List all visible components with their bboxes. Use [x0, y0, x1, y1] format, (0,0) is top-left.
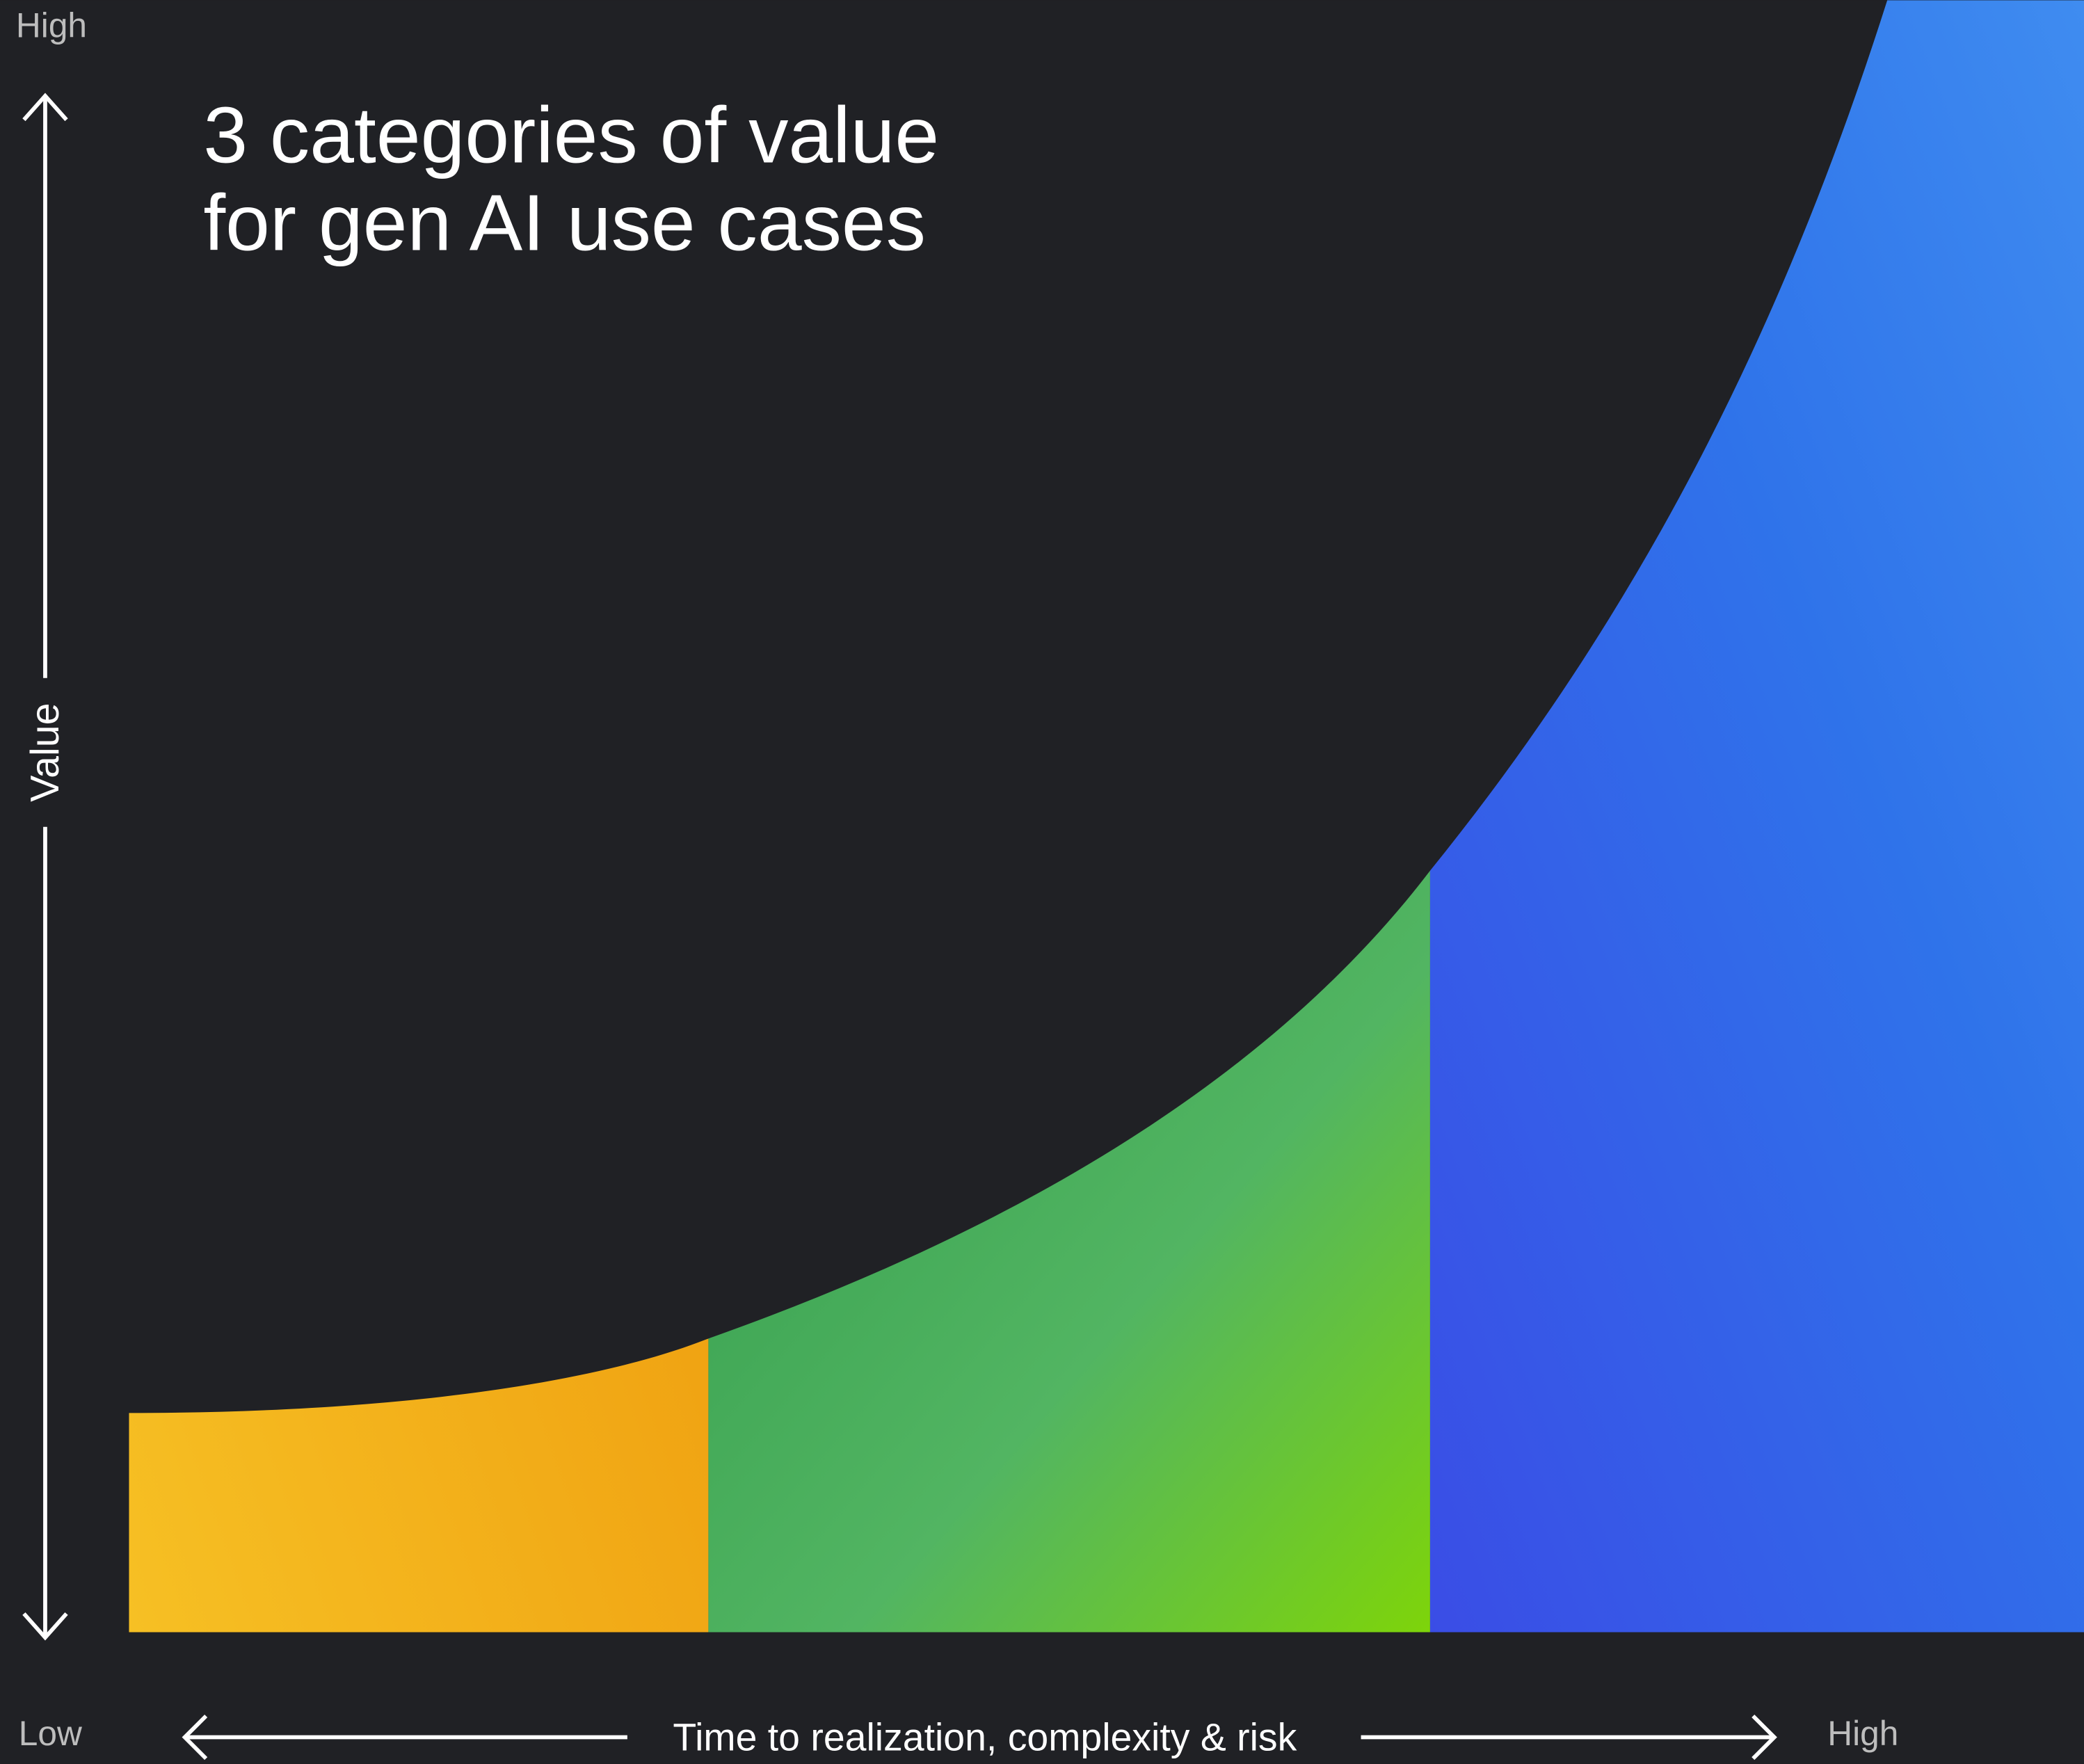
y-top-label: High: [16, 6, 87, 45]
title-line: for gen AI use cases: [203, 178, 926, 267]
y-axis-label: Value: [23, 703, 67, 802]
x-start-label: Low: [19, 1714, 82, 1753]
title-line: 3 categories of value: [203, 90, 939, 179]
x-axis-label: Time to realization, complexity & risk: [673, 1716, 1297, 1759]
x-end-label: High: [1827, 1714, 1898, 1753]
y-axis-arrow: [22, 93, 68, 1641]
x-axis-arrow: [182, 1714, 1777, 1761]
